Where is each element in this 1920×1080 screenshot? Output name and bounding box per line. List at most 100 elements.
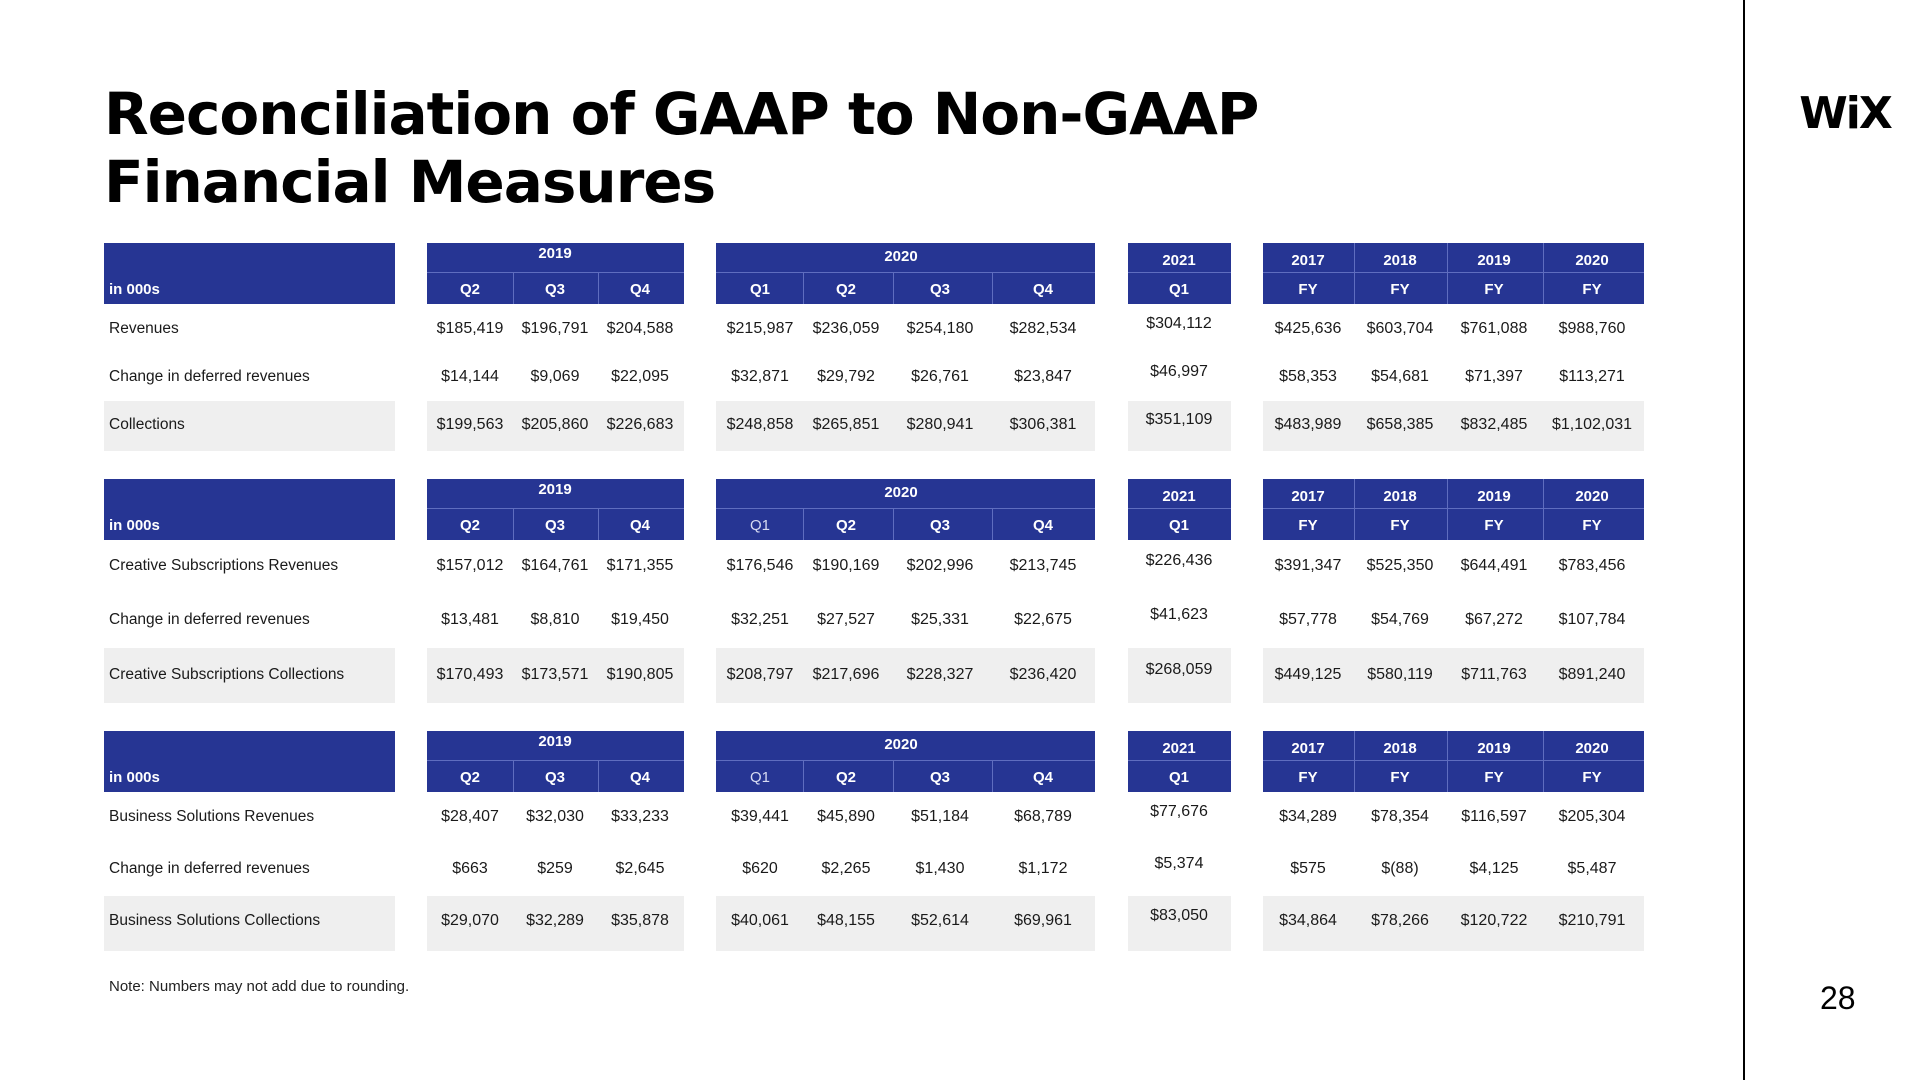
column-header-band [427, 243, 684, 304]
table-cell: $215,987 [726, 320, 794, 337]
fy-year-label: 2017 [1291, 252, 1325, 269]
quarter-label: Q4 [1032, 769, 1053, 786]
column-divider [893, 759, 894, 792]
columns-2019: 2019 Q2 $28,407 $663 $29,070 Q3 $32,030 $259 $32… [427, 731, 684, 951]
table-cell: $196,791 [521, 320, 589, 337]
units-label: in 000s [109, 517, 160, 534]
column-header-band [1263, 731, 1644, 792]
column-header-band [1263, 243, 1644, 304]
table-cell: $449,125 [1274, 666, 1342, 683]
units-label: in 000s [109, 769, 160, 786]
table-cell: $644,491 [1460, 557, 1528, 574]
fy-year-label: 2020 [1575, 740, 1609, 757]
header-divider [1128, 759, 1231, 761]
table-cell: $29,070 [441, 912, 499, 929]
header-divider [427, 507, 684, 509]
year-label: 2019 [538, 733, 572, 750]
year-label: 2019 [538, 245, 572, 262]
table-cell: $9,069 [530, 368, 580, 385]
fy-year-label: 2018 [1383, 252, 1417, 269]
header-divider [716, 507, 1095, 509]
fy-year-label: 2017 [1291, 740, 1325, 757]
columns-2020: 2020 Q1 $215,987 $32,871 $248,858 Q2 $236,059 $… [716, 243, 1095, 451]
table-cell: $761,088 [1460, 320, 1528, 337]
fy-year-label: 2019 [1477, 488, 1511, 505]
table-cell: $228,327 [906, 666, 974, 683]
column-header-band [104, 479, 395, 540]
column-divider [597, 507, 599, 540]
table-cell: $663 [452, 860, 488, 877]
table-cell: $832,485 [1460, 416, 1528, 433]
column-divider [597, 271, 599, 304]
column-divider [1447, 479, 1448, 540]
table-cell: $32,871 [731, 368, 789, 385]
table-cell: $988,760 [1558, 320, 1626, 337]
table-cell: $23,847 [1014, 368, 1072, 385]
table-cell: $1,172 [1018, 860, 1068, 877]
table-cell: $199,563 [436, 416, 504, 433]
table-cell: $78,266 [1371, 912, 1429, 929]
table-cell: $14,144 [441, 368, 499, 385]
table-cell: $603,704 [1366, 320, 1434, 337]
table-cell: $5,487 [1567, 860, 1617, 877]
page-title: Reconciliation of GAAP to Non-GAAP Finan… [104, 80, 1259, 216]
header-divider [427, 759, 684, 761]
table-cell: $28,407 [441, 808, 499, 825]
quarter-label: Q4 [629, 281, 650, 298]
table-cell: $658,385 [1366, 416, 1434, 433]
highlighted-row-band [716, 896, 1095, 951]
table-cell: $176,546 [726, 557, 794, 574]
table-cell: $34,289 [1279, 808, 1337, 825]
column-divider [597, 759, 599, 792]
column-divider [991, 271, 993, 304]
year-label: 2020 [884, 484, 918, 501]
column-divider [1354, 243, 1355, 304]
columns-2019: 2019 Q2 $185,419 $14,144 $199,563 Q3 $196,791 $… [427, 243, 684, 451]
table-cell: $190,169 [812, 557, 880, 574]
columns-2021: 2021 Q1 $77,676 $5,374 $83,050 [1128, 731, 1231, 951]
header-divider [716, 271, 1095, 273]
column-divider [991, 759, 993, 792]
table-cell: $157,012 [436, 557, 504, 574]
table-cell: $58,353 [1279, 368, 1337, 385]
quarter-label: Q4 [1032, 281, 1053, 298]
column-divider [893, 507, 894, 540]
column-divider [803, 271, 804, 304]
quarter-label: Q2 [459, 769, 480, 786]
table-cell: $35,878 [611, 912, 669, 929]
column-header-band [1128, 731, 1231, 792]
units-label: in 000s [109, 281, 160, 298]
table-cell: $29,792 [817, 368, 875, 385]
fy-label: FY [1298, 769, 1318, 786]
columns-fiscal-year: 2017 FY $391,347 $57,778 $449,125 2018 FY $525,… [1263, 479, 1644, 703]
table-cell: $51,184 [911, 808, 969, 825]
column-header-band [1128, 479, 1231, 540]
header-divider [1263, 759, 1644, 761]
table-cell: $190,805 [606, 666, 674, 683]
row-label: Business Solutions Revenues [109, 808, 315, 825]
columns-fiscal-year: 2017 FY $425,636 $58,353 $483,989 2018 FY $603,… [1263, 243, 1644, 451]
row-label: Change in deferred revenues [109, 860, 310, 877]
quarter-label: Q2 [835, 769, 856, 786]
table-cell: $26,761 [911, 368, 969, 385]
table-cell: $41,623 [1150, 606, 1208, 623]
table-cell: $25,331 [911, 611, 969, 628]
table-cell: $204,588 [606, 320, 674, 337]
table-cell: $425,636 [1274, 320, 1342, 337]
row-label: Creative Subscriptions Revenues [109, 557, 339, 574]
table-cell: $236,420 [1009, 666, 1077, 683]
row-label: Revenues [109, 320, 179, 337]
quarter-label: Q3 [544, 281, 565, 298]
year-label: 2019 [538, 481, 572, 498]
table-cell: $226,436 [1145, 552, 1213, 569]
title-line-2: Financial Measures [104, 148, 716, 216]
row-label: Change in deferred revenues [109, 611, 310, 628]
highlighted-row-band [1263, 401, 1644, 451]
table-cell: $2,645 [615, 860, 665, 877]
fy-label: FY [1582, 281, 1602, 298]
column-header-band [1263, 479, 1644, 540]
table-cell: $210,791 [1558, 912, 1626, 929]
table-cell: $783,456 [1558, 557, 1626, 574]
fy-year-label: 2019 [1477, 252, 1511, 269]
table-cell: $68,789 [1014, 808, 1072, 825]
